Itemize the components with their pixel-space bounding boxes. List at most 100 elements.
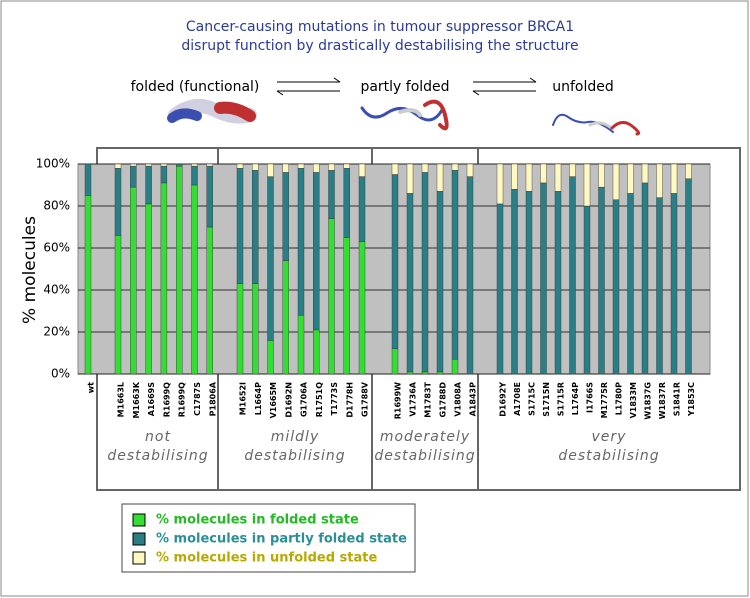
legend-swatch	[132, 513, 146, 527]
bar-segment	[466, 163, 474, 177]
bar-segment	[436, 191, 444, 373]
bar-segment	[406, 163, 414, 194]
bar-segment	[569, 163, 576, 177]
bar-segment	[175, 163, 183, 167]
bar-segment	[685, 163, 692, 179]
legend-label: % molecules in folded state	[156, 513, 359, 528]
y-tick-label: 100%	[36, 157, 70, 171]
group-label: not	[145, 429, 171, 445]
state-label: partly folded	[360, 79, 449, 95]
x-tick-label: C1787S	[193, 382, 202, 416]
bar-segment	[191, 184, 198, 375]
bar-segment	[267, 176, 274, 341]
legend-swatch	[132, 551, 146, 565]
x-tick-label: R1699Q	[178, 382, 187, 417]
bar-segment	[406, 371, 414, 375]
bar-segment	[511, 188, 518, 375]
bar-segment	[358, 176, 366, 242]
bar-segment	[206, 165, 214, 228]
x-tick-label: D1778H	[345, 382, 354, 418]
bar-segment	[421, 163, 429, 173]
x-tick-label: W1837R	[658, 382, 667, 419]
x-tick-label: L1664P	[254, 382, 263, 415]
bar-segment	[252, 163, 259, 171]
bar-segment	[114, 163, 122, 169]
x-tick-label: M1663L	[117, 382, 126, 417]
group-label: destabilising	[374, 448, 475, 464]
y-tick-label: 0%	[51, 367, 70, 381]
x-tick-label: S1841R	[673, 382, 682, 416]
bar-segment	[436, 163, 444, 192]
state-label: folded (functional)	[131, 79, 260, 95]
x-tick-label: Y1853C	[687, 382, 696, 417]
bar-segment	[511, 163, 518, 190]
bar-segment	[670, 163, 678, 194]
bar-segment	[540, 182, 547, 375]
x-tick-label: M1663K	[132, 381, 141, 418]
bar-segment	[569, 176, 576, 375]
bar-segment	[130, 186, 137, 375]
bar-segment	[466, 176, 474, 375]
x-tick-label: W1837G	[644, 382, 653, 420]
bar-segment	[252, 283, 259, 375]
x-tick-label: S1715R	[557, 382, 566, 416]
bar-segment	[670, 193, 678, 375]
bar-segment	[612, 163, 620, 200]
bar-segment	[145, 163, 152, 167]
bar-segment	[160, 182, 168, 375]
bar-segment	[358, 241, 366, 375]
x-tick-label: V1808A	[454, 381, 463, 416]
bar-segment	[343, 167, 350, 238]
y-tick-label: 80%	[43, 199, 70, 213]
x-tick-label: P1806A	[208, 381, 217, 416]
group-label: moderately	[380, 429, 470, 445]
bar-segment	[554, 191, 562, 375]
bar-segment	[328, 163, 335, 171]
bar-segment	[206, 163, 214, 167]
x-tick-label: V1665M	[269, 382, 278, 418]
bar-segment	[130, 165, 137, 188]
bar-segment	[84, 195, 92, 375]
bar-segment	[206, 226, 214, 375]
x-tick-label: G1706A	[300, 381, 309, 417]
bar-segment	[598, 186, 605, 375]
x-tick-label: T1773S	[330, 382, 339, 416]
bar-segment	[554, 163, 562, 192]
y-tick-label: 20%	[43, 325, 70, 339]
bar-segment	[114, 167, 122, 236]
x-tick-label: A1669S	[147, 382, 156, 416]
bar-segment	[421, 371, 429, 375]
x-tick-label: G1788D	[439, 382, 448, 418]
bar-segment	[451, 359, 459, 375]
bar-segment	[641, 163, 649, 184]
bar-segment	[160, 163, 168, 167]
bar-segment	[641, 182, 649, 375]
bar-segment	[583, 205, 591, 375]
y-tick-label: 60%	[43, 241, 70, 255]
y-tick-label: 40%	[43, 283, 70, 297]
bar-segment	[598, 163, 605, 188]
x-tick-label: D1692N	[284, 382, 293, 418]
bar-segment	[130, 163, 137, 167]
legend-label: % molecules in partly folded state	[156, 532, 407, 547]
bar-segment	[656, 197, 663, 375]
bar-segment	[160, 165, 168, 184]
legend-label: % molecules in unfolded state	[156, 551, 377, 566]
bar-segment	[114, 235, 122, 375]
x-tick-label: D1692Y	[499, 382, 508, 417]
y-axis-label: % molecules	[20, 216, 40, 324]
bar-segment	[267, 163, 274, 177]
x-tick-label: S1715N	[542, 382, 551, 417]
x-tick-label: A1708E	[513, 382, 522, 416]
bar-segment	[328, 170, 335, 219]
x-tick-label: M1775R	[600, 382, 609, 418]
bar-segment	[540, 163, 547, 184]
x-tick-label: M1783T	[424, 381, 433, 417]
bar-segment	[145, 165, 152, 205]
bar-segment	[343, 163, 350, 169]
bar-segment	[236, 163, 244, 169]
bar-segment	[313, 329, 320, 375]
bar-segment	[656, 163, 663, 198]
group-label: very	[592, 429, 627, 445]
